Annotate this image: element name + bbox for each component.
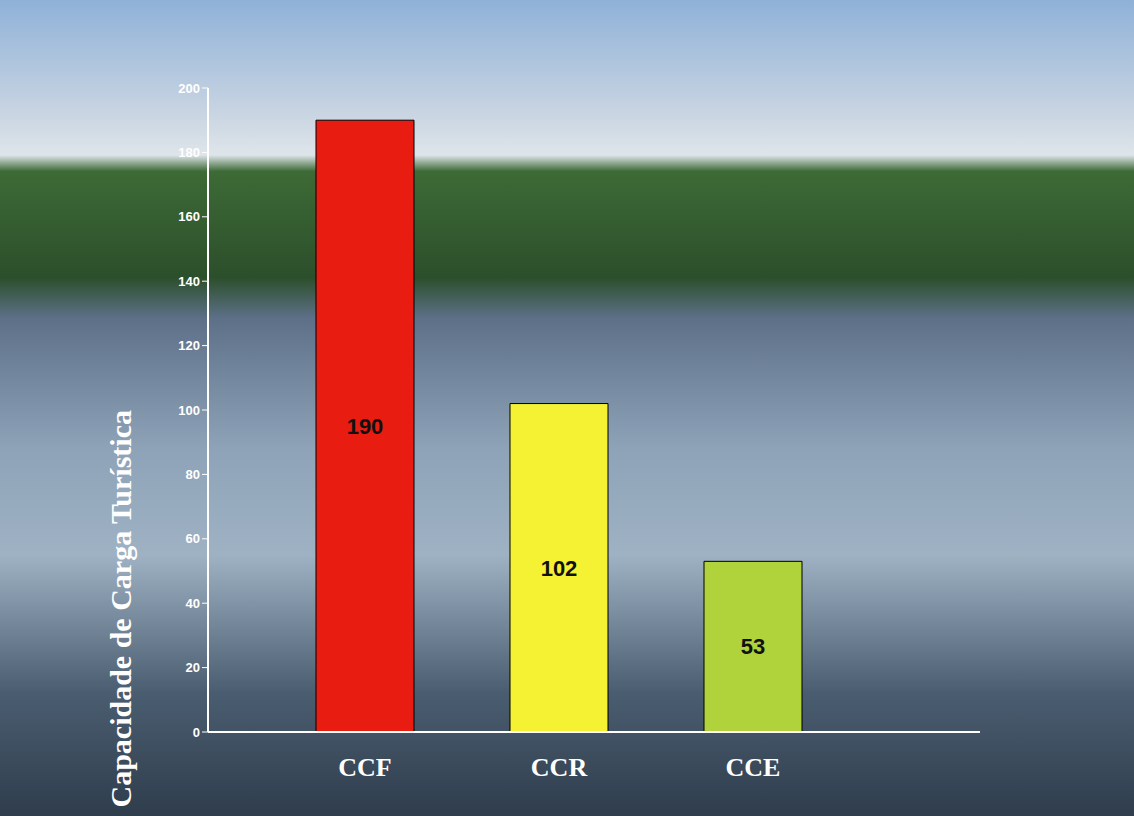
svg-text:CCR: CCR — [531, 753, 588, 782]
svg-text:120: 120 — [178, 338, 200, 353]
svg-text:53: 53 — [741, 634, 765, 659]
svg-text:180: 180 — [178, 145, 200, 160]
svg-text:140: 140 — [178, 274, 200, 289]
svg-text:160: 160 — [178, 209, 200, 224]
svg-text:60: 60 — [186, 531, 200, 546]
svg-text:190: 190 — [347, 414, 384, 439]
svg-text:Capacidade de Carga Turística: Capacidade de Carga Turística — [104, 410, 137, 808]
svg-text:CCE: CCE — [726, 753, 781, 782]
svg-text:80: 80 — [186, 467, 200, 482]
svg-text:CCF: CCF — [338, 753, 391, 782]
svg-text:200: 200 — [178, 81, 200, 96]
svg-text:102: 102 — [541, 556, 578, 581]
svg-text:20: 20 — [186, 660, 200, 675]
svg-text:40: 40 — [186, 596, 200, 611]
svg-text:100: 100 — [178, 403, 200, 418]
svg-text:0: 0 — [193, 725, 200, 740]
